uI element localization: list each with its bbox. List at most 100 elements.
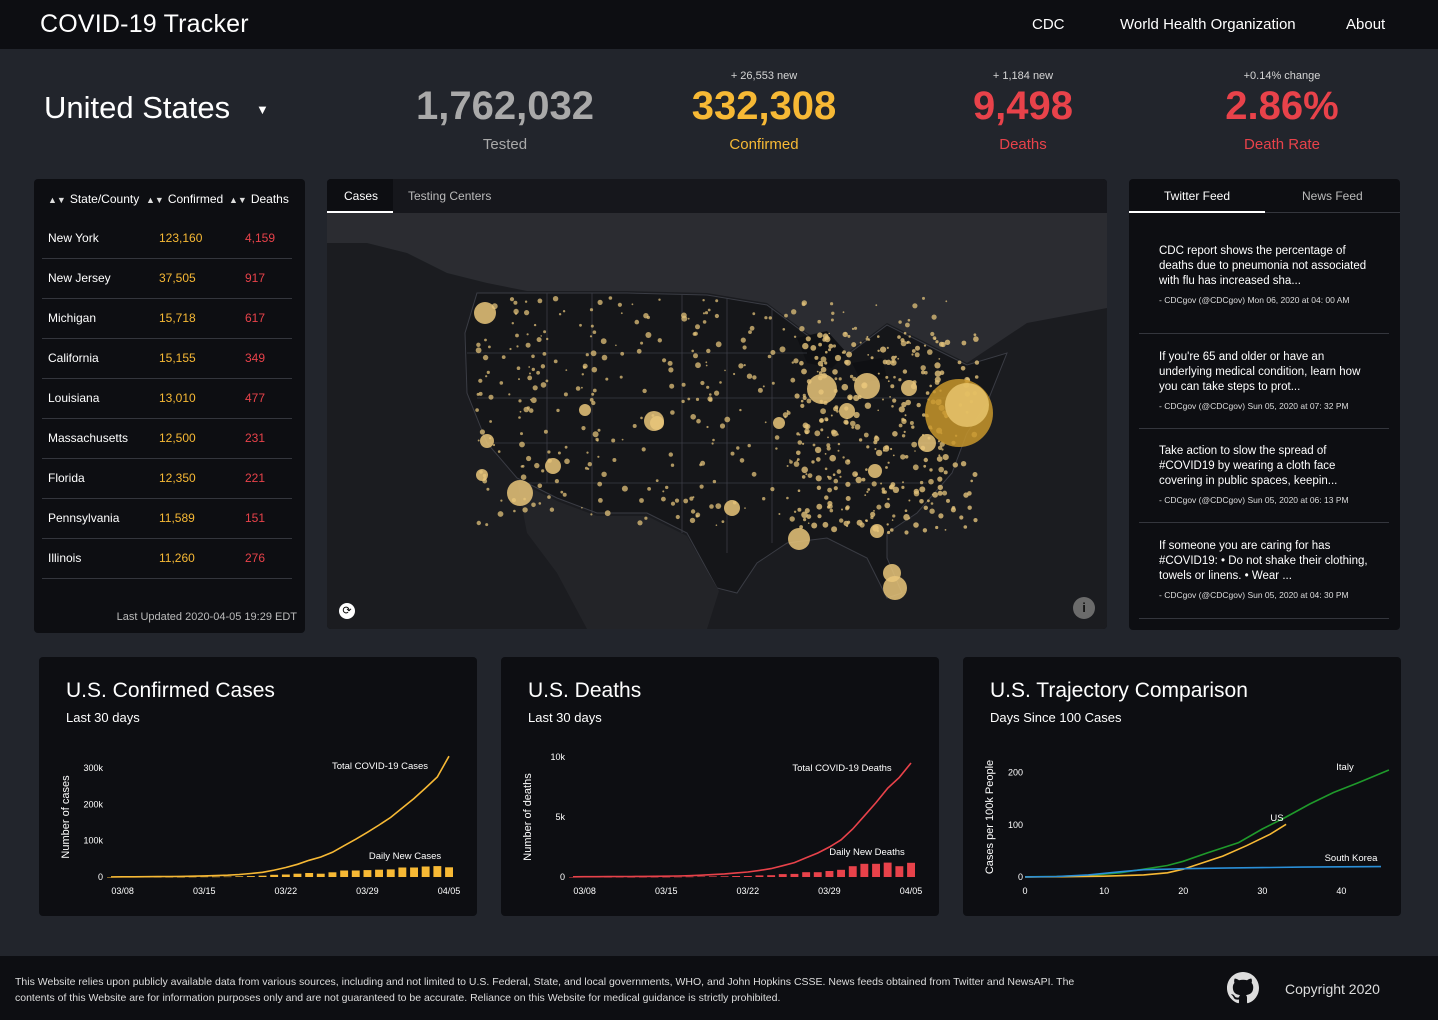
table-row[interactable]: Michigan 15,718 617	[42, 299, 292, 339]
case-bubble	[865, 519, 868, 522]
case-bubble	[890, 528, 894, 532]
table-row[interactable]: New Jersey 37,505 917	[42, 259, 292, 299]
tweet-item[interactable]: If someone you are caring for has #COVID…	[1159, 539, 1371, 601]
tweet-item[interactable]: If you're 65 and older or have an underl…	[1159, 350, 1371, 412]
case-bubble	[690, 509, 696, 514]
case-bubble	[533, 323, 537, 327]
case-bubble	[877, 409, 879, 412]
case-bubble	[476, 392, 480, 396]
case-bubble	[843, 419, 849, 425]
case-bubble	[796, 432, 800, 436]
case-bubble	[935, 340, 939, 344]
tab-testing-centers[interactable]: Testing Centers	[408, 189, 492, 203]
tab-news-feed[interactable]: News Feed	[1302, 189, 1363, 203]
case-bubble	[738, 363, 744, 369]
case-bubble	[908, 335, 911, 338]
case-bubble	[881, 487, 885, 491]
case-bubble	[486, 487, 490, 491]
case-bubble	[736, 446, 740, 450]
map-graphic[interactable]	[327, 213, 1107, 629]
state-deaths: 151	[245, 511, 266, 525]
case-bubble	[802, 422, 809, 429]
chart-subtitle: Last 30 days	[528, 710, 602, 725]
case-bubble	[527, 375, 533, 381]
case-bubble	[900, 338, 905, 343]
case-bubble	[833, 406, 839, 412]
case-bubble	[824, 453, 827, 455]
case-bubble	[513, 308, 519, 315]
copyright-text: Copyright 2020	[1285, 981, 1380, 997]
case-bubble	[478, 391, 483, 396]
case-bubble	[873, 510, 875, 512]
us-case-map[interactable]: ⟳ i	[327, 213, 1107, 629]
case-bubble	[592, 388, 597, 393]
column-header-state[interactable]: ▲▼ State/County	[48, 192, 139, 206]
github-icon[interactable]	[1227, 972, 1259, 1004]
state-deaths: 617	[245, 311, 266, 325]
confirmed-chart-panel: U.S. Confirmed Cases Last 30 days Number…	[39, 657, 477, 916]
tweet-item[interactable]: Take action to slow the spread of #COVID…	[1159, 444, 1371, 506]
daily-bar	[708, 876, 717, 877]
case-bubble	[590, 350, 597, 357]
nav-link-about[interactable]: About	[1346, 16, 1386, 33]
case-bubble-large	[507, 480, 533, 506]
case-bubble	[974, 360, 980, 365]
tweet-item[interactable]: CDC report shows the percentage of death…	[1159, 244, 1371, 306]
tab-cases[interactable]: Cases	[344, 189, 379, 203]
table-row[interactable]: California 15,155 349	[42, 339, 292, 379]
trajectory-chart: Cases per 100k People 0 100 200 0 10 20 30 40 Ita…	[984, 760, 1390, 896]
case-bubble	[712, 479, 717, 484]
case-bubble	[689, 517, 696, 524]
case-bubble	[923, 344, 927, 347]
mapbox-logo-icon[interactable]: ⟳	[339, 603, 355, 619]
case-bubble	[855, 476, 862, 484]
case-bubble	[806, 514, 812, 519]
country-select[interactable]: United States	[44, 90, 231, 125]
feed-panel: Twitter Feed News Feed CDC report shows …	[1129, 179, 1400, 630]
case-bubble	[714, 313, 719, 319]
series-label: Daily New Deaths	[829, 847, 905, 858]
case-bubble	[874, 448, 877, 450]
top-navbar: COVID-19 Tracker CDC World Health Organi…	[0, 0, 1438, 49]
info-icon[interactable]: i	[1073, 597, 1095, 619]
tab-twitter-feed[interactable]: Twitter Feed	[1164, 189, 1231, 203]
case-bubble	[867, 488, 871, 491]
case-bubble	[851, 426, 855, 429]
table-row[interactable]: Louisiana 13,010 477	[42, 379, 292, 419]
deaths-chart-panel: U.S. Deaths Last 30 days Number of death…	[501, 657, 939, 916]
case-bubble	[932, 491, 938, 498]
column-header-deaths[interactable]: ▲▼ Deaths	[229, 192, 289, 206]
trajectory-line	[1024, 865, 1382, 878]
nav-link-cdc[interactable]: CDC	[1032, 16, 1065, 33]
table-row[interactable]: Illinois 11,260 276	[42, 539, 292, 579]
case-bubble	[943, 470, 948, 475]
table-row[interactable]: Massachusetts 12,500 231	[42, 419, 292, 459]
case-bubble	[589, 335, 593, 338]
case-bubble	[867, 354, 870, 356]
case-bubble	[721, 520, 725, 523]
case-bubble	[529, 398, 532, 401]
brand-title[interactable]: COVID-19 Tracker	[40, 10, 249, 38]
nav-link-who[interactable]: World Health Organization	[1120, 16, 1296, 33]
case-bubble	[584, 466, 588, 470]
table-row[interactable]: Pennsylvania 11,589 151	[42, 499, 292, 539]
table-row[interactable]: Florida 12,350 221	[42, 459, 292, 499]
case-bubble	[642, 388, 647, 394]
case-bubble	[873, 436, 880, 442]
case-bubble	[824, 361, 828, 365]
daily-bar	[258, 875, 267, 877]
case-bubble	[902, 369, 908, 374]
case-bubble	[888, 485, 893, 490]
case-bubble	[683, 498, 689, 504]
case-bubble	[937, 484, 943, 491]
column-header-confirmed[interactable]: ▲▼ Confirmed	[146, 192, 223, 206]
case-bubble	[851, 327, 855, 330]
case-bubble	[967, 491, 972, 496]
case-bubble	[801, 302, 806, 307]
table-row[interactable]: New York 123,160 4,159	[42, 219, 292, 259]
daily-bar	[790, 873, 799, 877]
case-bubble	[520, 432, 523, 436]
series-label: Daily New Cases	[369, 851, 442, 862]
caret-down-icon[interactable]: ▼	[256, 102, 269, 117]
case-bubble	[827, 436, 829, 439]
